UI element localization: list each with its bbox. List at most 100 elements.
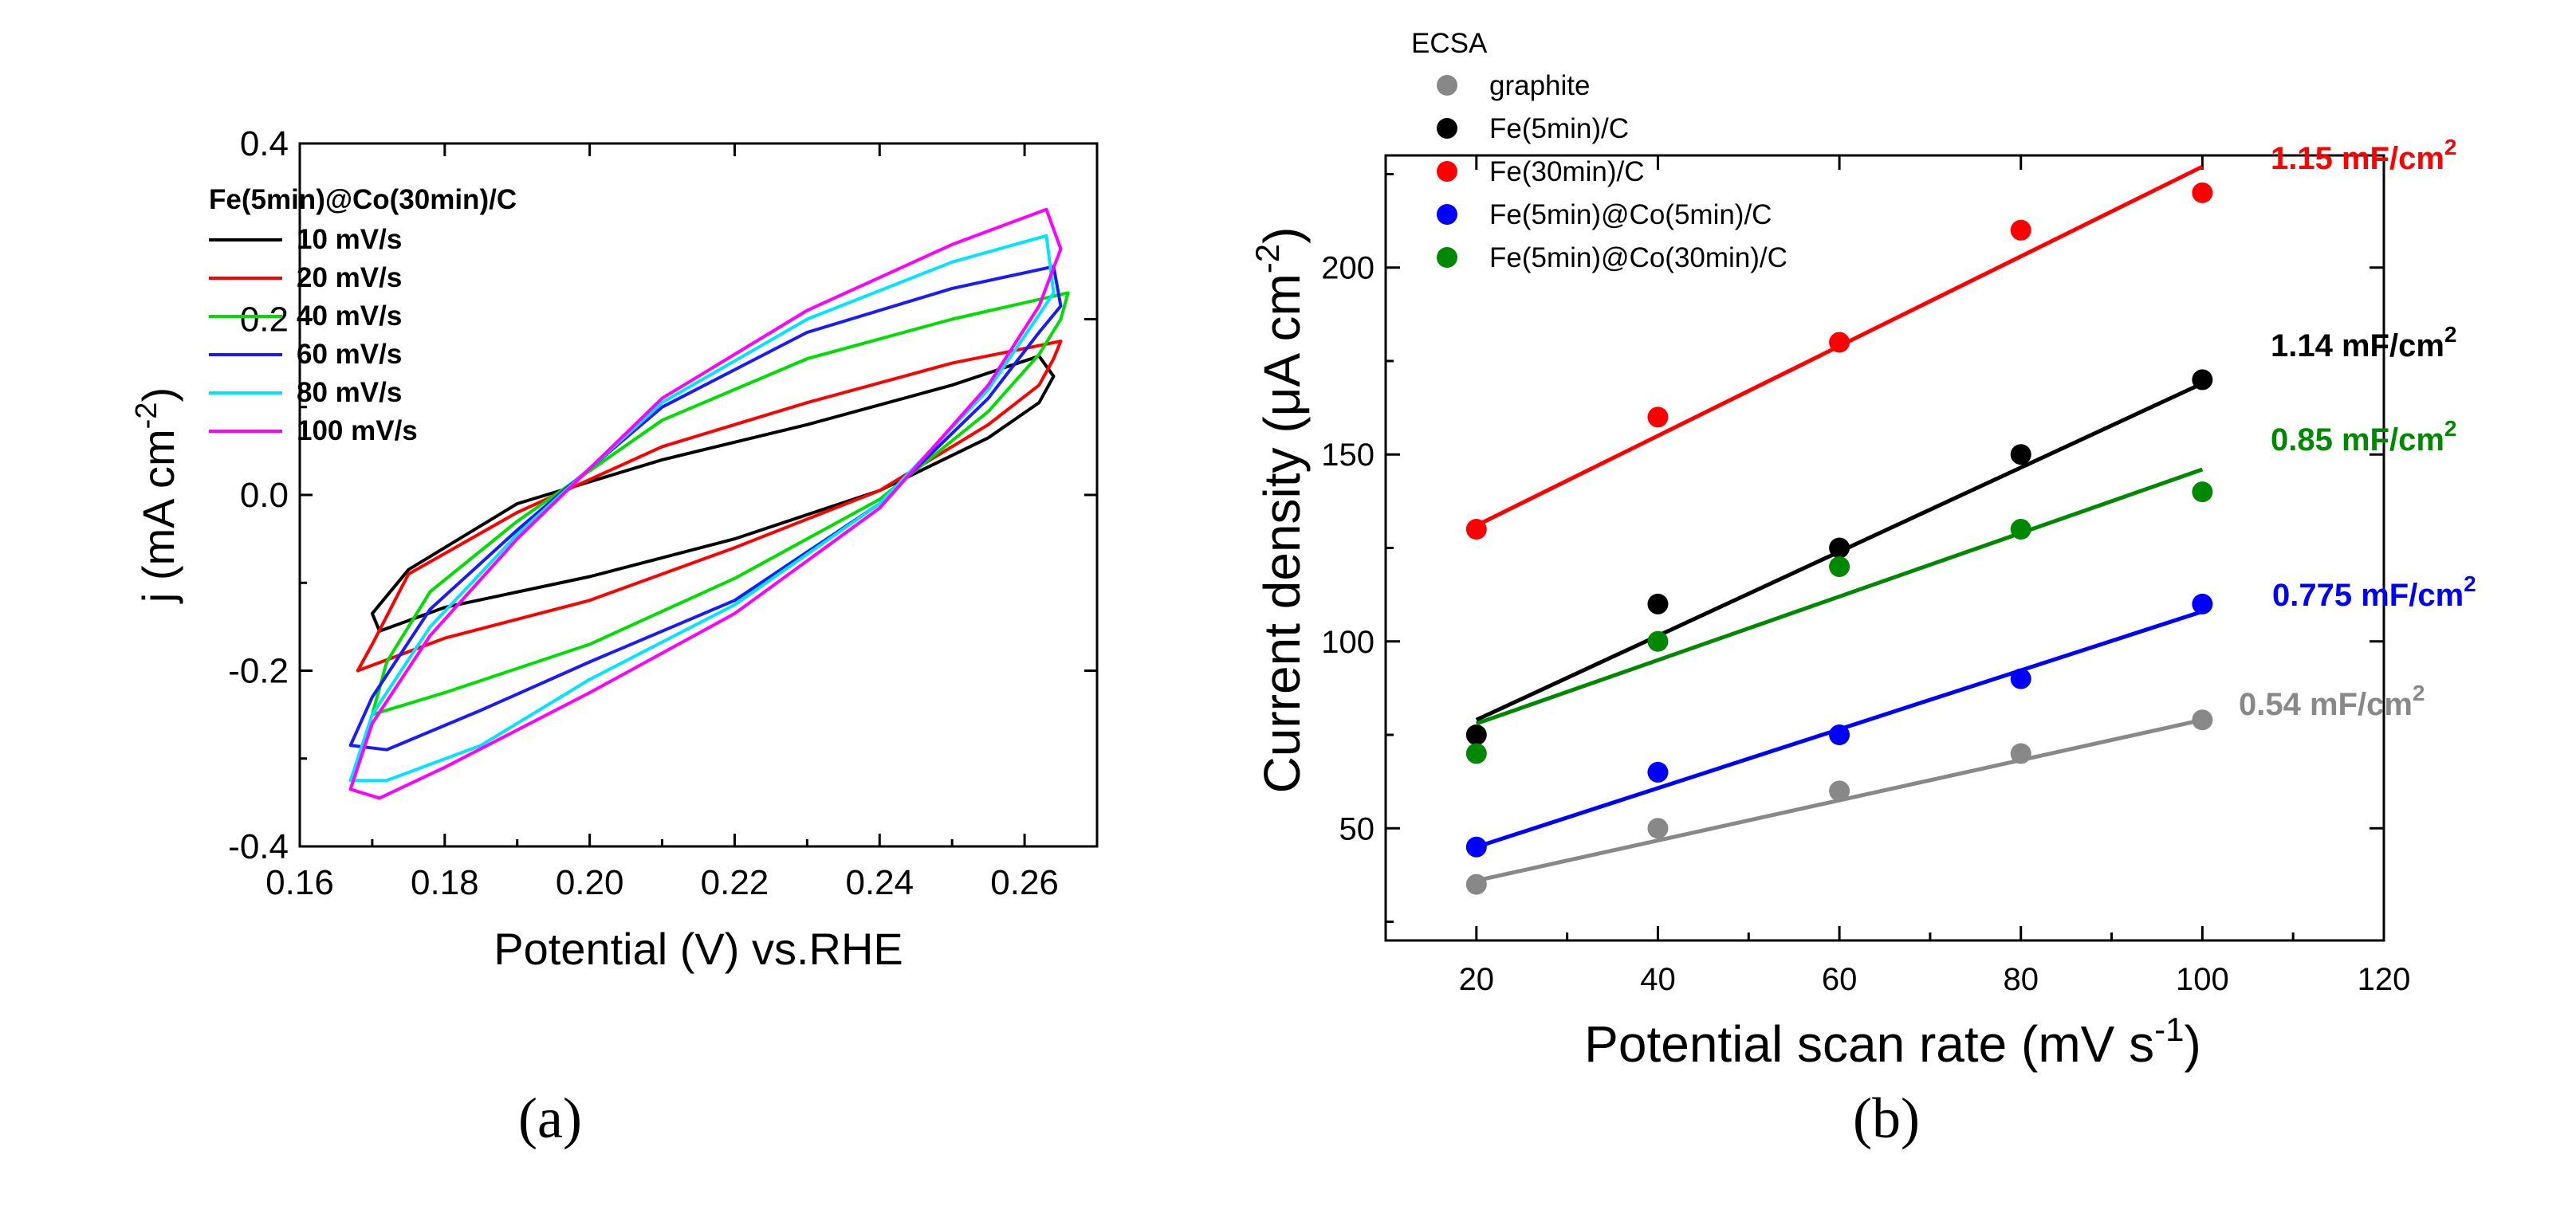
panel-a-cv-loop-60-mv-s [348, 265, 1063, 752]
panel-b-point-fe-30min-c [2192, 182, 2213, 203]
panel-b-series-group [1465, 164, 2213, 895]
panel-b-y-tick-label: 50 [1339, 811, 1375, 846]
panel-b-ecsa-plot: 20 40 60 80 100 120 50 100 150 200 ECSA graphite… [1249, 28, 2476, 1150]
panel-b-point-fe-30min-c [1829, 332, 1850, 353]
panel-a-legend-label: 20 mV/s [297, 262, 402, 293]
panel-b-x-axis-label: Potential scan rate (mV s-1) [1584, 1011, 2201, 1073]
panel-a-y-label-close: ) [133, 387, 183, 402]
panel-b-point-fe-5min-co-5min-c [1647, 761, 1669, 783]
panel-b-slope-annotation-sup: 2 [2444, 322, 2457, 347]
panel-b-legend-label: Fe(5min)/C [1489, 113, 1629, 144]
panel-b-legend-label: Fe(5min)@Co(5min)/C [1489, 199, 1772, 230]
panel-b-y-axis-label: Current density (μA cm-2) [1249, 227, 1311, 794]
panel-b-slope-annotation-sup: 2 [2444, 135, 2457, 159]
panel-b-legend-marker [1437, 118, 1457, 139]
panel-a-y-tick-label: -0.2 [228, 652, 289, 691]
panel-b-slope-annotation-fe-5min-co-30min-c: 0.85 mF/cm2 [2271, 416, 2456, 457]
panel-b-slope-annotation-sup: 2 [2413, 681, 2425, 705]
panel-b-slope-annotation-sup: 2 [2444, 416, 2457, 441]
panel-b-legend-marker [1437, 204, 1457, 225]
panel-b-slope-annotation-text: 0.775 mF/cm [2272, 578, 2464, 613]
panel-a-x-tick-label: 0.26 [990, 863, 1059, 902]
panel-b-point-graphite [1465, 874, 1487, 895]
panel-b-y-tick-label: 100 [1321, 625, 1375, 660]
panel-b-slope-annotation-text: 0.54 mF/cm [2239, 687, 2413, 722]
panel-a-legend-label: 60 mV/s [297, 339, 402, 370]
panel-b-slope-annotation-text: 1.15 mF/cm [2271, 141, 2444, 176]
panel-b-point-fe-5min-co-30min-c [1829, 556, 1850, 577]
panel-b-point-fe-5min-co-30min-c [1647, 630, 1669, 652]
panel-b-point-fe-5min-co-30min-c [1465, 743, 1487, 764]
panel-a-cv-loop-100-mv-s [348, 207, 1063, 800]
caption-b-text: (b) [1853, 1086, 1920, 1150]
panel-b-legend-label: graphite [1489, 70, 1590, 101]
panel-a-x-tick-label: 0.22 [701, 863, 769, 902]
panel-b-x-tick-label: 60 [1822, 962, 1858, 997]
panel-b-slope-annotation-graphite: 0.54 mF/cm2 [2239, 681, 2425, 722]
caption-b: (b) [1853, 1086, 1920, 1150]
panel-a-y-axis: -0.4 -0.2 0.0 0.2 0.4 [228, 124, 1097, 866]
panel-a-y-tick-label: 0.4 [240, 124, 289, 163]
panel-b-point-fe-5min-c [2010, 444, 2031, 465]
panel-b-x-tick-label: 40 [1640, 962, 1676, 997]
panel-b-point-fe-5min-co-5min-c [1465, 836, 1487, 858]
panel-b-slope-annotation-text: 0.85 mF/cm [2271, 422, 2444, 457]
panel-b-x-tick-label: 80 [2003, 962, 2039, 997]
panel-b-point-graphite [1829, 780, 1850, 802]
panel-b-point-fe-30min-c [2010, 219, 2031, 241]
panel-b-slope-annotation-text: 1.14 mF/cm [2271, 328, 2444, 363]
panel-b-point-fe-5min-co-30min-c [2010, 519, 2031, 540]
panel-b-y-label-sup: -2 [1249, 244, 1286, 273]
panel-a-x-tick-label: 0.24 [845, 863, 914, 902]
panel-b-x-label-close: ) [2185, 1015, 2201, 1073]
panel-a-y-tick-label: -0.4 [228, 827, 289, 866]
panel-b-point-fe-5min-c [1829, 537, 1850, 559]
panel-b-x-tick-label: 100 [2176, 962, 2229, 997]
panel-b-x-tick-label: 120 [2358, 962, 2411, 997]
panel-b-legend-marker [1437, 161, 1457, 182]
panel-b-x-label-sup: -1 [2154, 1011, 2184, 1048]
panel-b-legend-marker [1437, 247, 1457, 268]
panel-b-slope-annotation-fe-5min-c: 1.14 mF/cm2 [2271, 322, 2456, 363]
panel-a-y-label-main: j (mA cm [133, 429, 183, 604]
panel-a-legend-label: 40 mV/s [297, 300, 402, 332]
panel-b-point-fe-30min-c [1465, 519, 1487, 540]
panel-b-point-graphite [1647, 818, 1669, 839]
panel-b-legend-marker [1437, 75, 1457, 96]
panel-a-cv-loop-10-mv-s [370, 354, 1056, 633]
panel-b-point-fe-5min-c [1647, 593, 1669, 614]
panel-b-point-fe-5min-co-5min-c [2010, 668, 2031, 689]
panel-b-point-fe-5min-co-5min-c [2192, 593, 2213, 614]
panel-b-y-tick-label: 200 [1321, 251, 1375, 286]
panel-b-slope-annotation-fe-5min-co-5min-c: 0.775 mF/cm2 [2272, 571, 2476, 613]
panel-b-point-graphite [2010, 743, 2031, 764]
panel-b-point-fe-5min-c [2192, 369, 2213, 391]
panel-a-x-axis: 0.16 0.18 0.20 0.22 0.24 0.26 [265, 143, 1059, 902]
panel-b-point-fe-30min-c [1647, 406, 1669, 428]
panel-b-y-tick-label: 150 [1321, 438, 1375, 473]
panel-b-point-fe-5min-co-30min-c [2192, 481, 2213, 503]
panel-a-plot-frame [298, 142, 1099, 848]
panel-a-cv-loop-20-mv-s [356, 340, 1063, 673]
panel-b-point-fe-5min-c [1465, 724, 1487, 746]
panel-b-slope-annotation-sup: 2 [2464, 571, 2476, 596]
panel-b-x-tick-label: 20 [1459, 962, 1495, 997]
panel-a-legend-label: 10 mV/s [297, 224, 402, 255]
panel-b-x-axis: 20 40 60 80 100 120 [1384, 155, 2411, 997]
panel-a-cv-loop-40-mv-s [370, 291, 1070, 717]
panel-b-point-fe-5min-co-5min-c [1829, 724, 1850, 746]
caption-a-text: (a) [518, 1086, 582, 1150]
panel-a-y-tick-label: 0.0 [240, 476, 289, 515]
panel-a-x-tick-label: 0.20 [556, 863, 624, 902]
panel-b-legend: ECSA graphite Fe(5min)/C Fe(30min)/C Fe(5mi… [1411, 28, 1787, 273]
panel-b-y-axis: 50 100 150 200 [1321, 172, 2384, 924]
panel-a-y-label-sup: -2 [130, 402, 163, 430]
panel-a-legend-title: Fe(5min)@Co(30min)/C [209, 184, 517, 215]
panel-a-y-tick-label: 0.2 [240, 300, 289, 340]
panel-a-series-group [348, 207, 1070, 800]
panel-a-legend-label: 80 mV/s [297, 377, 402, 408]
panel-a-x-tick-label: 0.18 [411, 863, 479, 902]
panel-a-legend-label: 100 mV/s [297, 415, 418, 446]
